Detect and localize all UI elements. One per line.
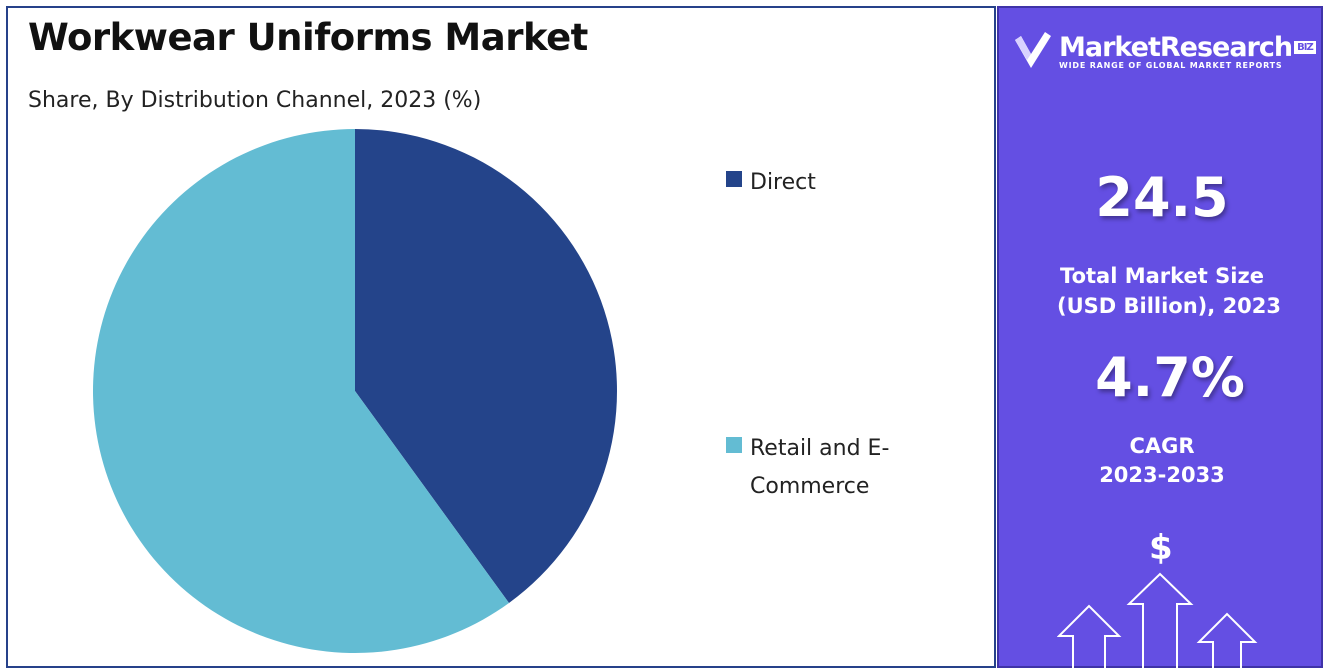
cagr-label-line1: CAGR bbox=[1129, 434, 1195, 458]
market-size-value: 24.5 bbox=[1095, 166, 1229, 229]
brand-name: MarketResearch BIZ bbox=[1059, 32, 1316, 63]
pie-slice-direct bbox=[355, 129, 617, 603]
cagr-value: 4.7% bbox=[1095, 346, 1245, 409]
legend-swatch-direct bbox=[726, 171, 742, 187]
pie-chart bbox=[92, 129, 617, 654]
dollar-icon: $ bbox=[1149, 528, 1173, 568]
legend-label-direct: Direct bbox=[750, 170, 816, 195]
brand-logo: MarketResearch BIZ WIDE RANGE OF GLOBAL M… bbox=[1011, 28, 1316, 74]
pie-slice-retail-and-e-commerce bbox=[92, 129, 509, 654]
cagr-label-line2: 2023-2033 bbox=[1099, 463, 1225, 487]
brand-tagline: WIDE RANGE OF GLOBAL MARKET REPORTS bbox=[1059, 61, 1283, 70]
legend-item-retail: Retail and E-Commerce bbox=[726, 430, 920, 506]
legend-label-retail: Retail and E-Commerce bbox=[750, 436, 890, 499]
market-size-label-line1: Total Market Size bbox=[1060, 264, 1264, 288]
chart-title: Workwear Uniforms Market bbox=[28, 16, 588, 59]
market-size-label-line2: (USD Billion), 2023 bbox=[1056, 294, 1282, 318]
brand-badge: BIZ bbox=[1294, 41, 1316, 54]
growth-arrows-icon bbox=[1057, 572, 1258, 672]
stats-side-panel: MarketResearch BIZ WIDE RANGE OF GLOBAL M… bbox=[997, 6, 1323, 672]
brand-check-icon bbox=[1015, 32, 1051, 68]
chart-subtitle: Share, By Distribution Channel, 2023 (%) bbox=[28, 88, 482, 113]
legend-swatch-retail bbox=[726, 437, 742, 453]
legend-item-direct: Direct bbox=[726, 164, 920, 202]
chart-panel: Workwear Uniforms Market Share, By Distr… bbox=[6, 6, 996, 668]
